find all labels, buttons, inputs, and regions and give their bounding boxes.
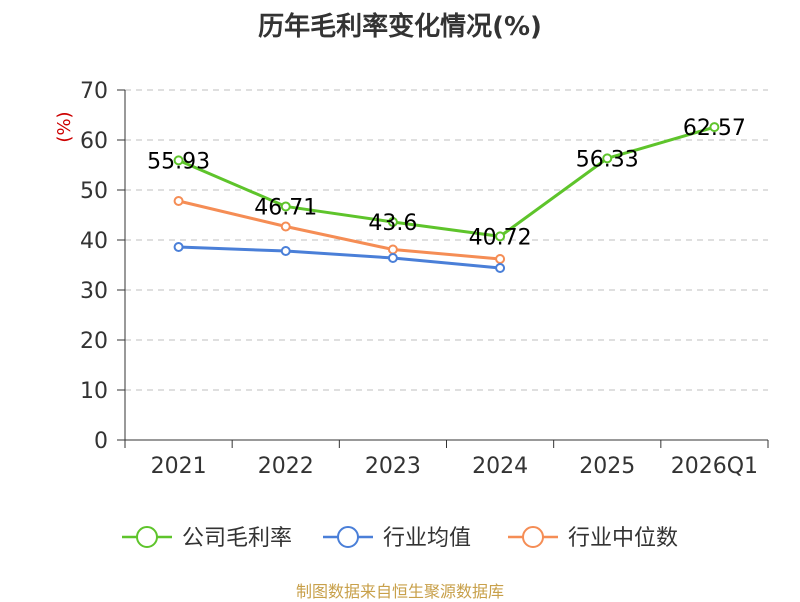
axes: 0 10 20 30 40 50 60 70(%) 2021 2022 2023 2024 2025 20… [54, 79, 769, 479]
series-lines [173, 122, 720, 273]
data-label: 56.33 [576, 147, 639, 172]
x-tick-label: 2025 [579, 454, 635, 479]
y-axis-label: (%) [54, 111, 75, 142]
data-point [387, 217, 398, 227]
y-tick-label: 60 [80, 129, 108, 154]
legend: 公司毛利率 行业均值 行业中位数 [122, 526, 678, 551]
data-point [387, 253, 398, 263]
data-point [173, 196, 184, 206]
data-label: 43.6 [368, 211, 417, 236]
x-tick-label: 2021 [151, 454, 207, 479]
y-tick-label: 70 [80, 79, 108, 104]
data-point [173, 242, 184, 252]
legend-marker [337, 526, 359, 548]
y-tick-label: 10 [80, 379, 108, 404]
data-label: 46.71 [254, 195, 317, 220]
legend-marker [136, 526, 158, 548]
legend-label: 行业均值 [383, 526, 471, 551]
series-line-0 [177, 125, 715, 238]
x-tick-label: 2022 [258, 454, 314, 479]
data-point [280, 246, 291, 256]
data-label: 40.72 [469, 225, 532, 250]
data-label: 62.57 [683, 116, 746, 141]
data-point [280, 221, 291, 232]
x-tick-label: 2023 [365, 454, 421, 479]
legend-label: 行业中位数 [568, 526, 678, 551]
y-tick-label: 40 [80, 229, 108, 254]
x-tick-label: 2024 [472, 454, 528, 479]
series-line-1 [178, 245, 501, 270]
chart-title: 历年毛利率变化情况(%) [258, 12, 542, 42]
data-labels: 55.93 46.71 43.6 40.72 56.33 62.57 [147, 116, 746, 250]
y-tick-label: 20 [80, 329, 108, 354]
grid-lines [125, 89, 768, 391]
series-line-2 [178, 199, 501, 261]
y-tick-label: 0 [94, 429, 108, 454]
data-label: 55.93 [147, 149, 210, 174]
legend-marker [522, 526, 544, 548]
data-point [387, 244, 398, 255]
data-point [495, 231, 506, 242]
legend-label: 公司毛利率 [182, 526, 292, 551]
source-note: 制图数据来自恒生聚源数据库 [295, 582, 504, 601]
y-tick-label: 30 [80, 279, 108, 304]
data-point [173, 155, 184, 166]
data-point [602, 153, 613, 164]
data-point [280, 201, 291, 212]
data-point [709, 122, 720, 133]
data-point [495, 254, 506, 264]
data-point [495, 263, 506, 273]
x-tick-label: 2026Q1 [671, 454, 758, 479]
y-tick-label: 50 [80, 179, 108, 204]
